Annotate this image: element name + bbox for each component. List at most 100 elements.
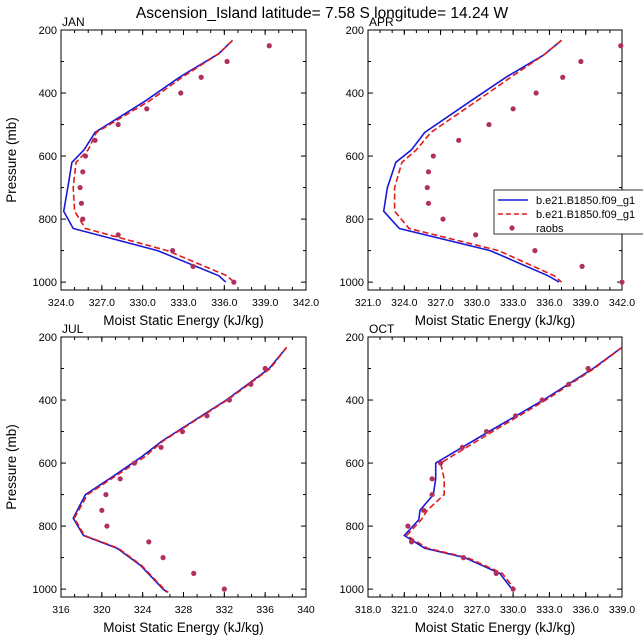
x-tick-label: 321.0 bbox=[391, 604, 417, 616]
raobs-point bbox=[510, 586, 516, 592]
legend: b.e21.B1850.f09_g1 b.e21.B1850.f09_g1raob… bbox=[493, 189, 643, 235]
x-tick-label: 324.0 bbox=[427, 604, 453, 616]
raobs-point bbox=[80, 169, 86, 175]
x-tick-label: 336.0 bbox=[573, 604, 599, 616]
y-tick-label: 800 bbox=[39, 214, 57, 226]
raobs-point bbox=[221, 586, 227, 592]
raobs-point bbox=[92, 137, 98, 143]
raobs-point bbox=[421, 507, 427, 513]
raobs-point bbox=[460, 555, 467, 561]
y-tick-label: 600 bbox=[39, 458, 57, 470]
raobs-point bbox=[473, 232, 479, 238]
raobs-point bbox=[117, 476, 123, 482]
raobs-point bbox=[429, 491, 435, 498]
raobs-point bbox=[424, 184, 430, 191]
figure-title: Ascension_Island latitude= 7.58 S longit… bbox=[136, 5, 509, 22]
y-tick-label: 800 bbox=[39, 521, 57, 533]
plot-frame bbox=[60, 336, 307, 598]
panel-jan: JAN 200 400 600 800 1000 324.0 327.0 330.0 333.0 3… bbox=[4, 15, 319, 328]
x-tick-label: 342.0 bbox=[609, 297, 635, 309]
y-tick-label: 1000 bbox=[340, 584, 364, 596]
raobs-point bbox=[99, 507, 105, 513]
raobs-point bbox=[158, 444, 164, 450]
x-tick-label: 339.0 bbox=[573, 297, 599, 309]
y-tick-label: 400 bbox=[346, 395, 364, 407]
raobs-point bbox=[512, 413, 519, 419]
raobs-point bbox=[103, 491, 109, 498]
raobs-point bbox=[231, 279, 237, 285]
raobs-point bbox=[248, 381, 254, 387]
raobs-point bbox=[429, 476, 435, 482]
y-tick-label: 200 bbox=[39, 332, 57, 344]
x-tick-label: 336.0 bbox=[536, 297, 562, 309]
panel-oct: OCT 200 400 600 800 1000 318.0 321.0 324.0 327.0 3… bbox=[340, 322, 636, 635]
plot-frame bbox=[367, 336, 623, 598]
raobs-point bbox=[146, 539, 152, 545]
legend-box bbox=[493, 189, 643, 235]
x-tick-label: 342.0 bbox=[293, 297, 319, 309]
y-tick-label: 400 bbox=[39, 88, 57, 100]
x-tick-label: 320 bbox=[93, 604, 111, 616]
x-tick-label: 330.0 bbox=[500, 604, 526, 616]
y-tick-label: 800 bbox=[346, 521, 364, 533]
x-tick-label: 324.0 bbox=[48, 297, 74, 309]
x-tick-label: 327.0 bbox=[464, 604, 490, 616]
raobs-point bbox=[618, 43, 624, 49]
x-tick-label: 324 bbox=[134, 604, 152, 616]
y-tick-label: 200 bbox=[346, 332, 364, 344]
model-line-solid bbox=[72, 346, 288, 593]
x-tick-label: 340 bbox=[297, 604, 315, 616]
raobs-point bbox=[585, 365, 591, 372]
raobs-point bbox=[179, 428, 186, 435]
y-axis-label: Pressure (mb) bbox=[4, 424, 19, 510]
x-tick-label: 332 bbox=[216, 604, 234, 616]
panel-label: OCT bbox=[369, 322, 395, 336]
model-line-solid bbox=[62, 39, 234, 283]
raobs-point bbox=[77, 184, 83, 191]
x-axis-label: Moist Static Energy (kJ/kg) bbox=[103, 620, 264, 635]
panel-jul: JUL 200 400 600 800 1000 316 320 324 328 332 336 340… bbox=[4, 322, 315, 635]
raobs-point bbox=[539, 397, 545, 403]
raobs-point bbox=[204, 413, 210, 419]
raobs-point bbox=[405, 523, 411, 529]
panel-label: JAN bbox=[62, 15, 85, 29]
y-axis-label: Pressure (mb) bbox=[4, 117, 19, 203]
raobs-point bbox=[160, 555, 166, 561]
legend-label: b.e21.B1850.f09_g1 bbox=[536, 195, 635, 207]
y-tick-label: 1000 bbox=[33, 584, 57, 596]
raobs-point bbox=[533, 90, 539, 96]
y-tick-label: 200 bbox=[346, 25, 364, 37]
raobs-point bbox=[619, 279, 625, 285]
model-line-dashed bbox=[72, 39, 235, 283]
model-line-solid bbox=[403, 346, 622, 590]
raobs-point bbox=[459, 444, 465, 450]
x-axis-label: Moist Static Energy (kJ/kg) bbox=[415, 620, 576, 635]
x-tick-label: 330.0 bbox=[130, 297, 156, 309]
raobs-point bbox=[131, 460, 138, 466]
raobs-point bbox=[437, 460, 444, 466]
legend-label: b.e21.B1850.f09_g1 bbox=[536, 209, 635, 221]
model-line-solid bbox=[382, 39, 563, 283]
panel-label: JUL bbox=[62, 322, 84, 336]
y-tick-label: 400 bbox=[39, 395, 57, 407]
raobs-point bbox=[440, 216, 446, 222]
raobs-point bbox=[578, 58, 584, 65]
y-tick-label: 1000 bbox=[33, 277, 57, 289]
x-tick-label: 339.0 bbox=[609, 604, 635, 616]
y-tick-label: 200 bbox=[39, 25, 57, 37]
x-axis-label: Moist Static Energy (kJ/kg) bbox=[415, 313, 576, 328]
x-tick-label: 333.0 bbox=[170, 297, 196, 309]
raobs-point bbox=[486, 121, 492, 128]
raobs-point bbox=[532, 248, 538, 254]
raobs-point bbox=[178, 90, 184, 96]
raobs-point bbox=[82, 153, 89, 159]
raobs-point bbox=[144, 106, 150, 112]
raobs-point bbox=[115, 232, 121, 238]
raobs-point bbox=[262, 365, 268, 372]
raobs-point bbox=[430, 153, 436, 159]
raobs-point bbox=[224, 58, 230, 65]
plot-frame bbox=[367, 29, 623, 291]
y-tick-label: 800 bbox=[346, 214, 364, 226]
raobs-point bbox=[226, 397, 233, 403]
